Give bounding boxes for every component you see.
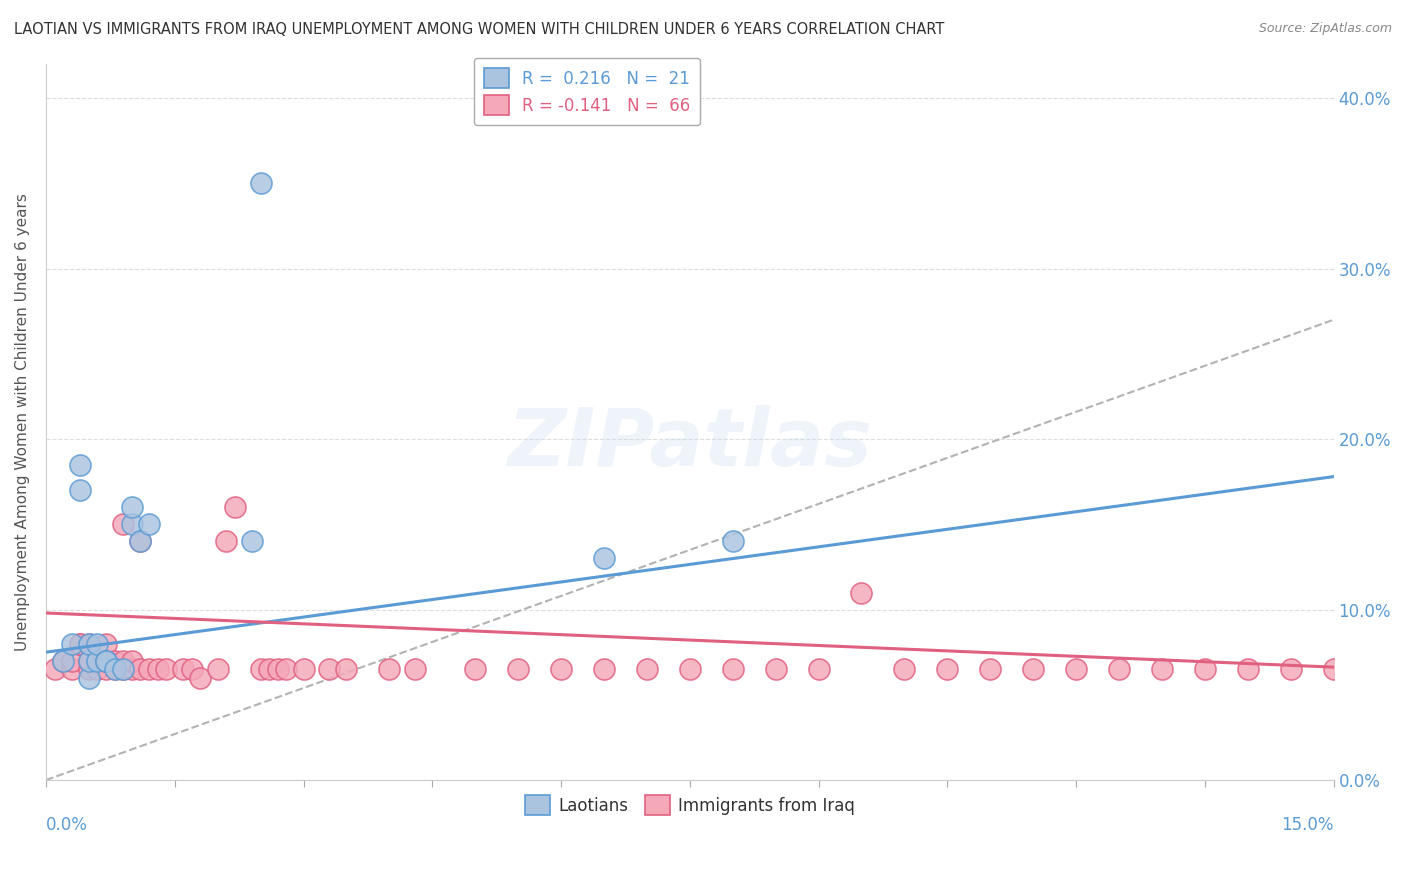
Text: ZIPatlas: ZIPatlas [508,405,872,483]
Point [112,517,135,532]
Point [249,177,271,191]
Point [94,654,117,668]
Point [807,662,830,676]
Point [249,662,271,676]
Point [129,534,152,549]
Point [593,551,616,566]
Point [138,517,160,532]
Point [1064,662,1087,676]
Point [86,662,108,676]
Point [52,654,75,668]
Point [69,458,91,472]
Point [94,654,117,668]
Point [636,662,658,676]
Point [267,662,290,676]
Point [129,534,152,549]
Point [851,585,873,599]
Point [190,671,212,685]
Point [86,654,108,668]
Point [721,534,744,549]
Point [112,662,135,676]
Point [104,662,127,676]
Point [112,662,135,676]
Point [146,662,169,676]
Point [721,662,744,676]
Point [172,662,194,676]
Point [44,662,66,676]
Point [378,662,401,676]
Point [224,500,246,515]
Point [1108,662,1130,676]
Text: 15.0%: 15.0% [1281,816,1334,834]
Point [1365,662,1388,676]
Point [257,662,280,676]
Point [1323,662,1346,676]
Point [69,637,91,651]
Point [60,637,83,651]
Point [276,662,298,676]
Point [240,534,263,549]
Point [936,662,959,676]
Point [94,637,117,651]
Text: 0.0%: 0.0% [46,816,87,834]
Point [404,662,426,676]
Point [679,662,702,676]
Legend: Laotians, Immigrants from Iraq: Laotians, Immigrants from Iraq [517,789,862,822]
Point [121,654,143,668]
Point [979,662,1001,676]
Point [765,662,787,676]
Point [77,654,100,668]
Point [121,662,143,676]
Point [104,654,127,668]
Point [94,654,117,668]
Point [77,671,100,685]
Point [292,662,315,676]
Point [550,662,572,676]
Point [60,662,83,676]
Point [94,662,117,676]
Point [104,662,127,676]
Text: Source: ZipAtlas.com: Source: ZipAtlas.com [1258,22,1392,36]
Point [138,662,160,676]
Point [593,662,616,676]
Point [893,662,915,676]
Point [60,654,83,668]
Point [77,637,100,651]
Point [1279,662,1302,676]
Point [77,662,100,676]
Point [86,637,108,651]
Point [1194,662,1216,676]
Point [318,662,340,676]
Point [155,662,177,676]
Point [69,483,91,498]
Point [180,662,202,676]
Point [508,662,530,676]
Point [121,500,143,515]
Point [77,637,100,651]
Point [464,662,486,676]
Point [335,662,357,676]
Point [1150,662,1173,676]
Point [52,654,75,668]
Point [207,662,229,676]
Point [215,534,238,549]
Point [1236,662,1258,676]
Point [77,654,100,668]
Text: LAOTIAN VS IMMIGRANTS FROM IRAQ UNEMPLOYMENT AMONG WOMEN WITH CHILDREN UNDER 6 Y: LAOTIAN VS IMMIGRANTS FROM IRAQ UNEMPLOY… [14,22,945,37]
Point [121,517,143,532]
Point [129,662,152,676]
Point [1022,662,1045,676]
Point [86,654,108,668]
Point [112,654,135,668]
Point [69,637,91,651]
Y-axis label: Unemployment Among Women with Children Under 6 years: Unemployment Among Women with Children U… [15,194,30,651]
